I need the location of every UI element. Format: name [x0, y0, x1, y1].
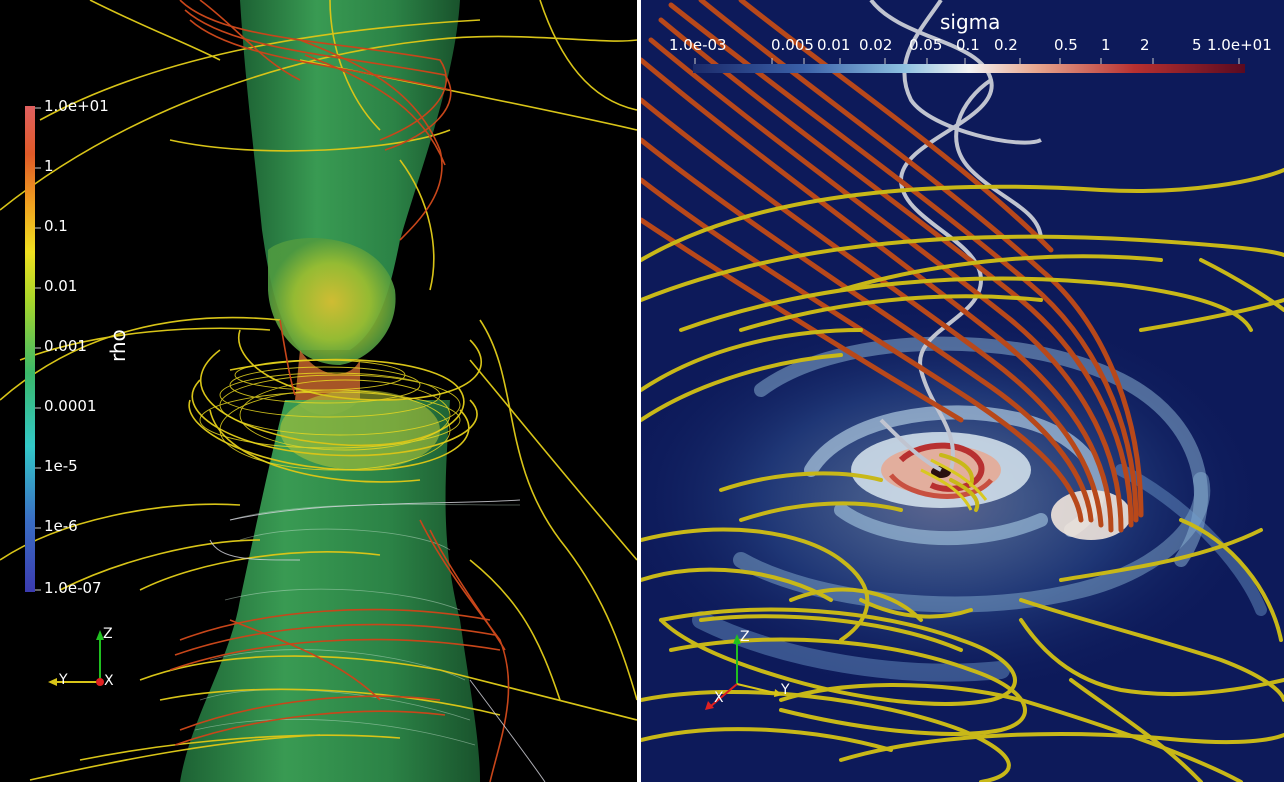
disk-spiral-arms [692, 336, 1267, 682]
rho-tick-label: 0.0001 [44, 397, 97, 415]
isosurface-waist [268, 238, 396, 365]
rho-tick-label: 1.0e+01 [44, 97, 109, 115]
rho-tick-label: 0.001 [44, 337, 87, 355]
sigma-tick-label: 0.05 [909, 36, 943, 54]
right-yellow-center-lines [920, 458, 988, 511]
right-yellow-field-lines [641, 168, 1284, 782]
sigma-tick-label: 2 [1140, 36, 1150, 54]
sigma-tick-label: 0.02 [859, 36, 893, 54]
left-axis-y-label: Y [59, 672, 68, 688]
sigma-colorbar-ticks [694, 58, 1240, 64]
left-axis-z-label: Z [103, 626, 113, 642]
sigma-colorbar [693, 64, 1245, 73]
rho-colorbar-title: rho [106, 329, 130, 362]
sigma-tick-label: 1.0e-03 [669, 36, 727, 54]
rho-tick-label: 1e-5 [44, 457, 78, 475]
left-render-view[interactable]: 1.0e+01 1 0.1 0.01 0.001 0.0001 1e-5 1e-… [0, 0, 637, 782]
rho-tick-label: 1 [44, 157, 54, 175]
rho-colorbar-ticks [35, 107, 41, 591]
rho-colorbar [25, 106, 35, 592]
isosurface-mid-glow [280, 390, 440, 470]
right-axis-x-label: X [714, 690, 724, 706]
left-orientation-axes [48, 630, 104, 686]
sigma-colorbar-title: sigma [940, 10, 1001, 34]
right-render-view[interactable]: sigma 1.0e-03 0.005 0.01 0.02 0.05 0.1 0… [641, 0, 1284, 782]
left-white-field-lines [209, 499, 546, 782]
right-axis-y-label: Y [781, 682, 790, 698]
left-orange-field-lines [169, 0, 510, 782]
right-orientation-axes [705, 634, 783, 710]
isosurface-lower [180, 400, 480, 782]
sigma-tick-label: 0.005 [771, 36, 814, 54]
sigma-tick-label: 0.5 [1054, 36, 1078, 54]
right-scene [641, 0, 1284, 782]
rho-tick-label: 1.0e-07 [44, 579, 102, 597]
rho-tick-label: 1e-6 [44, 517, 78, 535]
sigma-tick-label: 0.01 [817, 36, 851, 54]
sigma-tick-label: 0.2 [994, 36, 1018, 54]
rho-tick-label: 0.01 [44, 277, 78, 295]
left-axis-x-label: X [104, 673, 114, 689]
sigma-tick-label: 5 [1192, 36, 1202, 54]
right-orange-field-lines [641, 0, 1144, 533]
sigma-tick-label: 0.1 [956, 36, 980, 54]
sigma-tick-label: 1.0e+01 [1207, 36, 1272, 54]
left-yellow-tangle [199, 359, 461, 471]
rho-tick-label: 0.1 [44, 217, 68, 235]
right-axis-z-label: Z [740, 629, 750, 645]
left-scene [0, 0, 637, 782]
sigma-tick-label: 1 [1101, 36, 1111, 54]
